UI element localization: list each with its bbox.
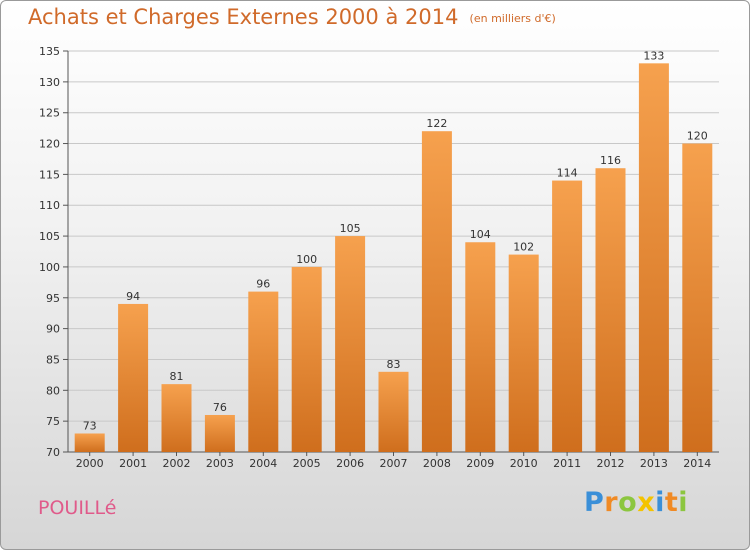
- x-tick-label: 2009: [466, 457, 494, 470]
- x-tick-labels: 2000 2001 2002 2003 2004 2005 2006 2007 2008 2009…: [76, 457, 712, 470]
- x-tick-label: 2006: [336, 457, 364, 470]
- bar-2005: [291, 266, 322, 452]
- data-label: 81: [170, 370, 184, 383]
- y-tick-label: 70: [46, 446, 60, 459]
- data-label: 96: [256, 278, 270, 291]
- brand-letter: o: [618, 487, 638, 518]
- y-tick-label: 95: [46, 292, 60, 305]
- brand-logo: Proxiti: [584, 487, 688, 518]
- x-tick-label: 2005: [293, 457, 321, 470]
- y-tick-label: 80: [46, 384, 60, 397]
- bar-2002: [161, 384, 192, 452]
- y-tick-label: 85: [46, 353, 60, 366]
- data-label: 76: [213, 401, 227, 414]
- brand-letter: i: [655, 487, 665, 518]
- data-label: 83: [387, 358, 401, 371]
- bar-2001: [118, 303, 149, 452]
- data-labels: 73 94 81 76 96 100 105 83 122 104 102 114 116 133 120: [83, 49, 708, 432]
- chart-subtitle: (en milliers d'€): [469, 12, 556, 25]
- bar-2004: [248, 291, 279, 452]
- bar-2000: [74, 433, 105, 452]
- x-tick-label: 2002: [163, 457, 191, 470]
- bar-2006: [335, 236, 366, 452]
- data-label: 116: [600, 154, 621, 167]
- x-tick-label: 2008: [423, 457, 451, 470]
- brand-letter: P: [584, 487, 605, 518]
- bar-2009: [465, 242, 496, 452]
- data-label: 114: [557, 167, 578, 180]
- x-tick-label: 2000: [76, 457, 104, 470]
- data-label: 120: [687, 130, 708, 143]
- y-tick-label: 100: [39, 261, 60, 274]
- y-tick-label: 90: [46, 323, 60, 336]
- title-row: Achats et Charges Externes 2000 à 2014 (…: [28, 5, 556, 29]
- data-label: 122: [426, 117, 447, 130]
- x-tick-label: 2014: [683, 457, 711, 470]
- y-tick-label: 115: [39, 168, 60, 181]
- data-label: 94: [126, 290, 140, 303]
- bar-2003: [204, 414, 235, 452]
- x-tick-label: 2003: [206, 457, 234, 470]
- data-label: 102: [513, 241, 534, 254]
- data-label: 104: [470, 228, 491, 241]
- data-label: 133: [643, 49, 664, 62]
- x-tick-label: 2007: [380, 457, 408, 470]
- data-label: 73: [83, 419, 97, 432]
- brand-letter: i: [678, 487, 689, 518]
- x-tick-label: 2001: [119, 457, 147, 470]
- bar-2013: [638, 63, 669, 452]
- y-tick-label: 135: [39, 45, 60, 58]
- y-tick-label: 130: [39, 76, 60, 89]
- bar-2012: [595, 168, 626, 452]
- brand-letter: r: [604, 487, 619, 518]
- y-tick-label: 125: [39, 107, 60, 120]
- y-tick-label: 75: [46, 415, 60, 428]
- data-label: 100: [296, 253, 317, 266]
- x-tick-label: 2004: [249, 457, 277, 470]
- bar-2011: [552, 180, 583, 453]
- bar-2014: [682, 143, 713, 453]
- location-label: POUILLé: [38, 497, 117, 519]
- y-tick-label: 110: [39, 199, 60, 212]
- chart-title: Achats et Charges Externes 2000 à 2014: [28, 5, 459, 29]
- bar-2007: [378, 371, 409, 452]
- bars: [74, 63, 713, 453]
- x-tick-label: 2013: [640, 457, 668, 470]
- brand-letter: t: [664, 487, 679, 518]
- x-tick-label: 2011: [553, 457, 581, 470]
- y-tick-label: 105: [39, 230, 60, 243]
- x-tick-label: 2012: [597, 457, 625, 470]
- bar-2010: [508, 254, 539, 452]
- y-tick-labels: 70 75 80 85 90 95 100 105 110 115 120 125 130 135: [39, 45, 60, 459]
- data-label: 105: [340, 222, 361, 235]
- y-tick-label: 120: [39, 138, 60, 151]
- bar-2008: [421, 131, 452, 452]
- x-tick-label: 2010: [510, 457, 538, 470]
- brand-letter: x: [637, 487, 656, 518]
